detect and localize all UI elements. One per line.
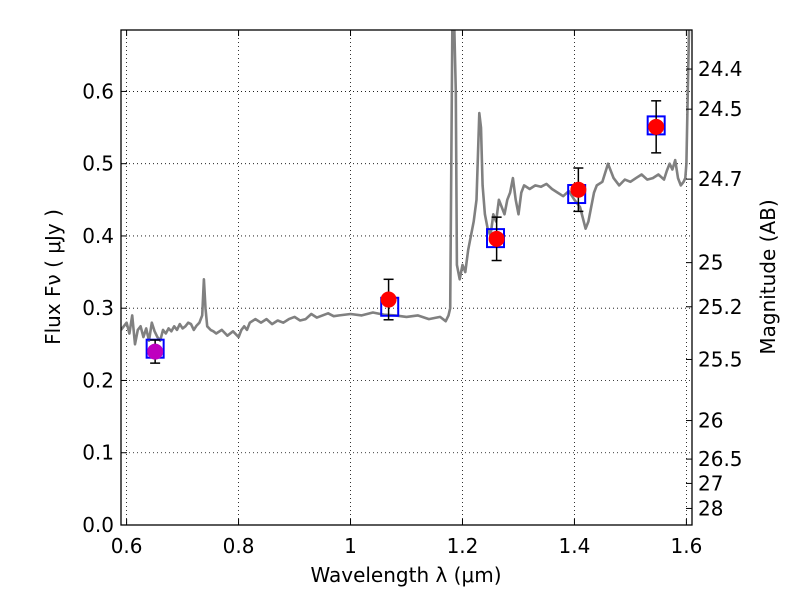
- axes: 0.6 0.8 1 1.2 1.4 1.6 0.0 0.1 0.2 0.3 0.4 0.5 0.6 24.…: [82, 30, 743, 558]
- x-tick-label: 1: [344, 534, 357, 558]
- observed-point: [648, 118, 665, 135]
- x-tick-label: 1.2: [447, 534, 479, 558]
- x-tick-label: 1.6: [670, 534, 702, 558]
- observed-point: [570, 181, 587, 198]
- spectrum-series: [121, 30, 691, 346]
- observed-point: [147, 343, 164, 360]
- observed-point: [488, 230, 505, 247]
- observed-point: [380, 291, 397, 308]
- y2-axis-label: Magnitude (AB): [756, 199, 780, 354]
- mag-tick-label: 25.5: [698, 347, 743, 371]
- y-axis-label: Flux Fν ( μJy ): [41, 209, 65, 345]
- mag-tick-label: 26: [698, 409, 723, 433]
- plot-background: [121, 30, 692, 525]
- x-axis-label: Wavelength λ (μm): [310, 563, 501, 587]
- y-tick-label: 0.2: [82, 368, 114, 392]
- x-tick-label: 0.6: [111, 534, 143, 558]
- mag-tick-label: 28: [698, 496, 723, 520]
- mag-tick-label: 24.5: [698, 97, 743, 121]
- x-tick-label: 0.8: [223, 534, 255, 558]
- mag-tick-label: 24.7: [698, 167, 743, 191]
- plot-frame: [120, 29, 693, 526]
- mag-tick-label: 26.5: [698, 447, 743, 471]
- x-tick-label: 1.4: [559, 534, 591, 558]
- y-tick-label: 0.4: [82, 224, 114, 248]
- y-tick-label: 0.0: [82, 513, 114, 537]
- y-tick-label: 0.6: [82, 79, 114, 103]
- spectrum-line: [121, 30, 691, 346]
- photometry-points: [145, 100, 666, 364]
- mag-tick-label: 25: [698, 251, 723, 275]
- mag-tick-label: 25.2: [698, 295, 743, 319]
- grid-lines: [121, 30, 692, 526]
- mag-tick-label: 27: [698, 471, 723, 495]
- y-tick-label: 0.1: [82, 441, 114, 465]
- y-tick-label: 0.5: [82, 152, 114, 176]
- y-tick-label: 0.3: [82, 296, 114, 320]
- mag-tick-label: 24.4: [698, 57, 743, 81]
